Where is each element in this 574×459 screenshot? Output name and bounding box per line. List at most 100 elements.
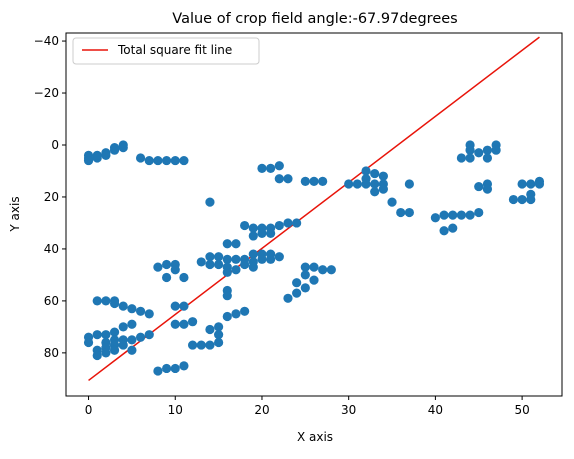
data-point bbox=[534, 179, 545, 189]
data-point bbox=[456, 210, 467, 220]
x-tick-label: 10 bbox=[168, 403, 183, 417]
x-tick-label: 40 bbox=[428, 403, 443, 417]
data-point bbox=[292, 288, 302, 298]
data-point bbox=[205, 259, 215, 270]
data-point bbox=[300, 283, 310, 293]
legend-label: Total square fit line bbox=[117, 43, 232, 57]
data-point bbox=[309, 275, 319, 285]
data-point bbox=[318, 176, 328, 186]
data-point bbox=[153, 262, 163, 272]
data-point bbox=[482, 184, 493, 194]
data-point bbox=[283, 218, 293, 228]
data-point bbox=[344, 179, 354, 189]
data-point bbox=[474, 207, 484, 218]
data-point bbox=[474, 148, 484, 158]
data-point bbox=[205, 197, 215, 207]
data-point bbox=[517, 194, 527, 205]
data-point bbox=[404, 179, 414, 189]
data-point bbox=[456, 153, 467, 163]
data-point bbox=[482, 145, 493, 155]
data-point bbox=[214, 259, 224, 270]
x-tick-label: 20 bbox=[254, 403, 269, 417]
data-point bbox=[240, 220, 250, 231]
x-tick-label: 50 bbox=[514, 403, 529, 417]
x-tick-label: 30 bbox=[341, 403, 356, 417]
data-point bbox=[361, 179, 371, 189]
data-point bbox=[248, 249, 258, 259]
data-point bbox=[127, 319, 137, 329]
data-point bbox=[144, 155, 154, 166]
data-point bbox=[231, 254, 241, 264]
data-point bbox=[248, 231, 258, 241]
data-point bbox=[92, 350, 102, 361]
data-point bbox=[300, 262, 310, 272]
data-point bbox=[127, 345, 137, 355]
points-layer bbox=[83, 140, 545, 376]
y-tick-label: 40 bbox=[44, 242, 59, 256]
data-point bbox=[205, 252, 215, 262]
data-point bbox=[274, 252, 284, 262]
data-point bbox=[309, 262, 319, 272]
data-point bbox=[465, 145, 475, 155]
x-axis-ticks: 0 10 20 30 40 50 bbox=[85, 396, 530, 417]
data-point bbox=[92, 150, 102, 160]
data-point bbox=[214, 252, 224, 262]
data-point bbox=[378, 184, 388, 194]
data-point bbox=[161, 259, 172, 270]
chart-title: Value of crop field angle:-67.97degrees bbox=[172, 11, 457, 27]
data-point bbox=[309, 176, 319, 186]
data-point bbox=[370, 187, 380, 197]
data-point bbox=[240, 259, 250, 270]
data-point bbox=[101, 348, 111, 358]
data-point bbox=[109, 327, 120, 337]
y-tick-label: −20 bbox=[34, 86, 59, 100]
data-point bbox=[266, 254, 276, 264]
data-point bbox=[109, 142, 120, 153]
data-point bbox=[214, 322, 224, 332]
data-point bbox=[179, 272, 189, 283]
data-point bbox=[274, 220, 284, 231]
data-point bbox=[517, 179, 527, 189]
data-point bbox=[482, 153, 493, 163]
data-point bbox=[387, 197, 397, 207]
data-point bbox=[179, 301, 189, 311]
data-point bbox=[118, 301, 128, 311]
data-point bbox=[214, 330, 224, 340]
data-point bbox=[439, 210, 449, 220]
fit-line bbox=[88, 36, 540, 382]
data-point bbox=[370, 179, 380, 189]
data-point bbox=[266, 228, 276, 238]
data-point bbox=[170, 265, 180, 275]
data-point bbox=[300, 176, 310, 186]
data-point bbox=[101, 296, 111, 306]
data-point bbox=[153, 366, 163, 376]
data-point bbox=[448, 223, 458, 233]
y-tick-label: 60 bbox=[44, 294, 59, 308]
data-point bbox=[404, 207, 414, 218]
data-point bbox=[274, 174, 284, 184]
data-point bbox=[326, 265, 336, 275]
data-point bbox=[283, 174, 293, 184]
data-point bbox=[109, 298, 120, 309]
data-point bbox=[526, 179, 536, 189]
data-point bbox=[170, 319, 180, 329]
data-point bbox=[179, 361, 189, 371]
data-point bbox=[135, 332, 146, 342]
data-point bbox=[92, 330, 102, 340]
data-point bbox=[205, 324, 215, 335]
data-point bbox=[430, 213, 440, 223]
data-point bbox=[318, 265, 328, 275]
data-point bbox=[508, 194, 519, 205]
data-point bbox=[222, 267, 232, 277]
data-point bbox=[465, 153, 475, 163]
data-point bbox=[196, 257, 206, 267]
data-point bbox=[292, 218, 302, 228]
data-point bbox=[222, 311, 232, 322]
data-point bbox=[127, 335, 137, 345]
data-point bbox=[222, 239, 232, 249]
data-point bbox=[118, 142, 128, 153]
data-point bbox=[370, 168, 380, 179]
x-tick-label: 0 bbox=[85, 403, 93, 417]
data-point bbox=[144, 309, 154, 319]
